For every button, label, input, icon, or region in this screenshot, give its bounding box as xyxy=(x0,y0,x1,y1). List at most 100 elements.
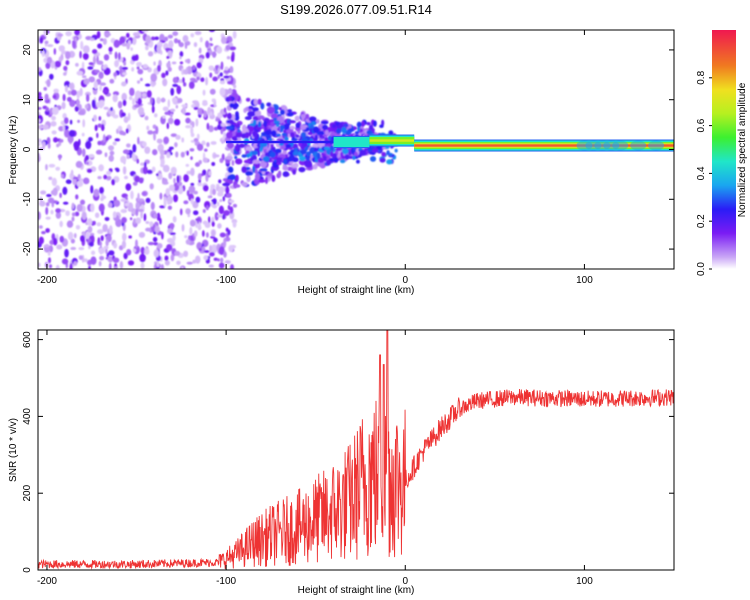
spectrogram-cell xyxy=(79,178,84,182)
spectrogram-cell xyxy=(44,93,49,101)
spectrogram-cell xyxy=(282,165,289,171)
spectrogram-cell xyxy=(97,123,102,128)
spectrogram-cell xyxy=(289,120,297,124)
spectrogram-cell xyxy=(292,151,300,156)
spectrogram-cell xyxy=(278,107,282,111)
spectrogram-cell xyxy=(193,190,198,195)
spectrogram-cell xyxy=(306,151,312,157)
spectrogram-cell xyxy=(62,93,66,102)
spectrogram-cell xyxy=(46,79,51,88)
spectrogram-cell xyxy=(241,154,247,158)
spectrogram-cell xyxy=(53,48,57,55)
spectrogram-cell xyxy=(124,202,130,207)
spectrogram-cell xyxy=(99,82,107,86)
spectrogram-cell xyxy=(97,140,102,146)
spectrogram-cell xyxy=(66,96,72,102)
snr-x-tick-label: 100 xyxy=(576,576,593,587)
spectrogram-cell xyxy=(271,174,276,183)
spectrogram-cell xyxy=(113,242,118,249)
spectrogram-cell xyxy=(381,151,386,157)
spectrogram-cell xyxy=(51,115,56,121)
spectrogram-cell xyxy=(276,133,281,137)
spectrogram-cell xyxy=(217,258,220,262)
spectrogram-cell xyxy=(46,193,52,198)
spectrogram-cell xyxy=(201,109,205,114)
spectrogram-cell xyxy=(92,220,96,226)
spectrogram-cell xyxy=(217,214,223,218)
colorbar-tick-label: 0.4 xyxy=(696,166,707,180)
spectrogram-cell xyxy=(229,46,237,51)
spectrogram-cell xyxy=(56,244,63,250)
spectrogram-cell xyxy=(78,246,85,251)
spectrogram-cell xyxy=(254,172,260,181)
spectrogram-cell xyxy=(74,106,79,112)
spectrogram-cell xyxy=(38,118,41,123)
spectrogram-cell xyxy=(77,110,85,116)
spectrogram-cell xyxy=(108,250,115,256)
spectrogram-cell xyxy=(262,156,270,162)
spectrogram-cell xyxy=(219,199,223,203)
spectrogram-cell xyxy=(55,208,62,213)
spectrogram-cell xyxy=(218,187,224,196)
spectrogram-cell xyxy=(131,36,137,46)
spectrogram-cell xyxy=(152,149,158,156)
spectrogram-cell xyxy=(38,211,41,221)
spectrogram-cell xyxy=(103,67,111,76)
spectrogram-cell xyxy=(126,42,131,50)
spectrogram-cell xyxy=(195,255,201,264)
spectrogram-cell xyxy=(215,65,219,69)
spectrogram-cell xyxy=(124,175,128,180)
spectrogram-cell xyxy=(193,42,198,48)
spectrogram-cell xyxy=(235,132,243,138)
spectrogram-cell xyxy=(70,246,77,251)
spectrogram-cell xyxy=(205,40,210,49)
spectrogram-cell xyxy=(105,239,109,247)
spectrogram-cell xyxy=(65,179,72,185)
spectrogram-cell xyxy=(273,110,279,115)
spectrogram-cell xyxy=(69,99,76,107)
spectrogram-cell xyxy=(191,104,196,109)
spectrogram-cell xyxy=(170,166,177,175)
spectrogram-cell xyxy=(146,125,150,131)
spectrogram-cell xyxy=(82,75,87,79)
spectrogram-cell xyxy=(87,137,93,142)
spectrogram-cell xyxy=(183,250,189,258)
spectrogram-cell xyxy=(81,211,87,220)
spectrogram-cell xyxy=(195,196,201,203)
spectrogram-cell xyxy=(316,152,321,160)
spectrogram-cell xyxy=(112,141,117,146)
snr-y-tick-label: 400 xyxy=(22,408,33,425)
spectrogram-cell xyxy=(102,64,107,70)
spectrogram-cell xyxy=(107,202,113,208)
spectrogram-cell xyxy=(38,225,43,229)
spectrogram-cell xyxy=(89,37,95,41)
spectrogram-cell xyxy=(201,230,205,237)
spectrogram-cell xyxy=(192,210,199,216)
spectrogram-cell xyxy=(181,137,185,143)
spectrogram-ylabel: Frequency (Hz) xyxy=(8,116,19,185)
spectrogram-cell xyxy=(121,81,127,87)
spectrogram-cell xyxy=(106,170,112,176)
spectrogram-cell xyxy=(65,51,71,60)
spectrogram-cell xyxy=(234,158,243,165)
spectrogram-cell xyxy=(189,148,195,152)
spectrogram-cell xyxy=(108,262,112,269)
spectrogram-cell xyxy=(43,57,48,63)
spectrogram-cell xyxy=(53,137,58,143)
spectrogram-signal-line xyxy=(226,134,674,152)
spectrogram-cell xyxy=(111,179,116,186)
spectrogram-cell xyxy=(113,266,118,269)
spectrogram-cell xyxy=(88,76,96,83)
snr-xlabel: Height of straight line (km) xyxy=(298,585,415,596)
spectrogram-cell xyxy=(114,51,118,60)
spectrogram-cell xyxy=(268,137,273,142)
spectrogram-cell xyxy=(38,106,42,110)
spectrogram-cell xyxy=(149,221,154,227)
spectrogram-cell xyxy=(366,130,373,135)
spectrogram-cell xyxy=(96,101,101,108)
spectrogram-cell xyxy=(234,184,241,188)
spectrogram-cell xyxy=(156,266,160,269)
spectrogram-cell xyxy=(222,213,226,220)
spectrogram-cell xyxy=(341,126,347,134)
spectrogram-cell xyxy=(63,65,68,71)
